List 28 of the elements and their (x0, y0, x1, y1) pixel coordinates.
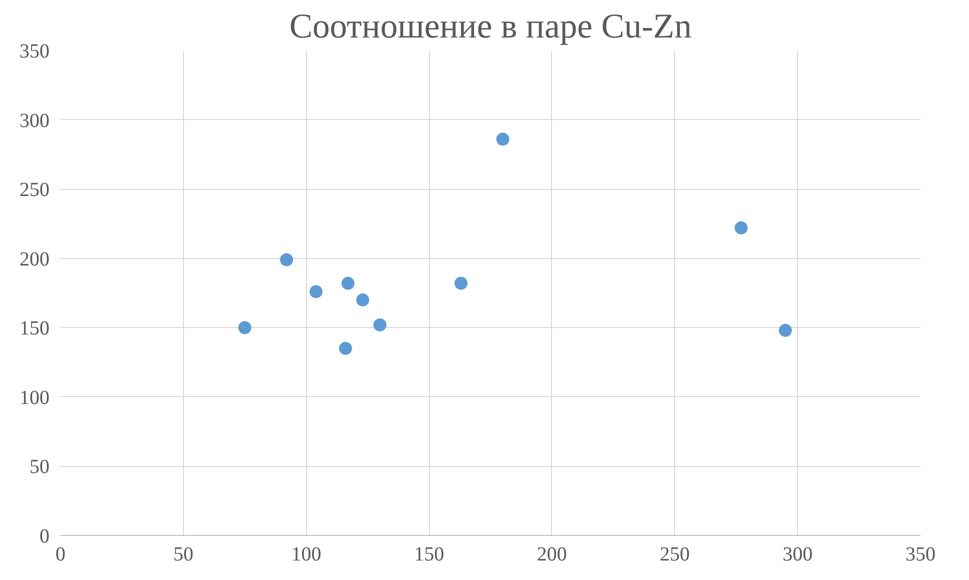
point (734, 221, 748, 234)
y-tick-label: 50 (30, 456, 50, 478)
point (356, 293, 370, 306)
point (341, 276, 354, 290)
x-tick-label: 250 (660, 544, 690, 566)
x-tick-label: 0 (56, 544, 66, 566)
y-tick-label: 0 (40, 526, 50, 548)
y-tick-label: 100 (20, 386, 50, 409)
y-tick-label: 350 (20, 40, 50, 62)
y-tick-label: 200 (20, 248, 50, 270)
point (339, 342, 352, 355)
x-tick-label: 350 (906, 544, 936, 566)
x-tick-label: 150 (414, 544, 444, 566)
y-tick-label: 250 (20, 179, 50, 202)
point (778, 324, 792, 337)
x-tick-label: 300 (782, 544, 813, 566)
chart-title: Соотношение в паре Cu-Zn (289, 8, 692, 46)
y-tick-label: 150 (20, 318, 50, 340)
x-tick-label: 200 (536, 544, 567, 566)
point (238, 321, 252, 334)
point (373, 318, 386, 332)
y-tick-label: 300 (20, 110, 50, 132)
x-tick-label: 50 (173, 544, 194, 566)
point (496, 132, 510, 146)
x-tick-label: 100 (291, 544, 322, 566)
point (280, 253, 294, 266)
point (454, 276, 468, 290)
point (310, 285, 323, 298)
